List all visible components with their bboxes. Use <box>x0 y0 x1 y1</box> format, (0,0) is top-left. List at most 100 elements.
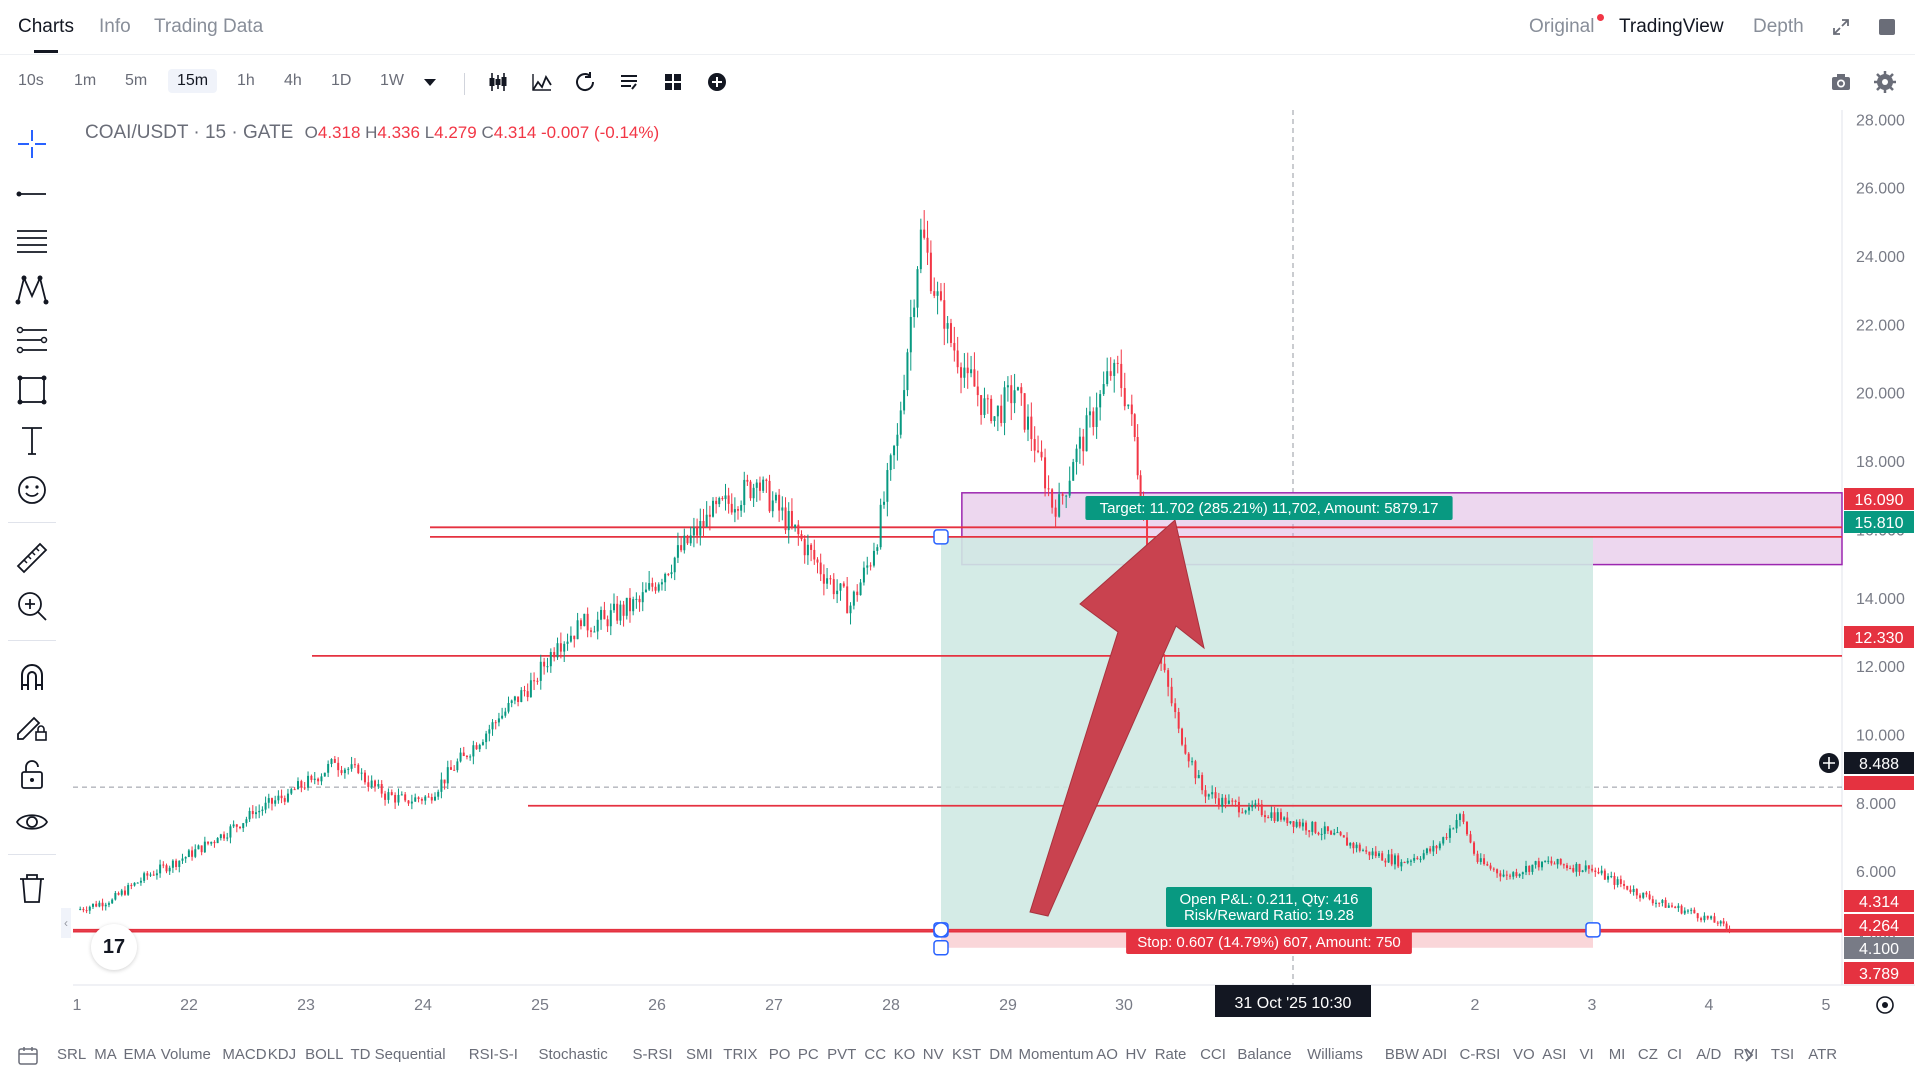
timeframe-4h[interactable]: 4h <box>284 72 302 89</box>
indicator-a-d[interactable]: A/D <box>1696 1046 1722 1063</box>
indicator-momentum[interactable]: Momentum <box>1018 1046 1094 1063</box>
indicator-s-rsi[interactable]: S-RSI <box>632 1046 673 1063</box>
tab-charts[interactable]: Charts <box>18 16 74 37</box>
lock-icon[interactable] <box>14 756 50 792</box>
indicator-ema[interactable]: EMA <box>123 1046 157 1063</box>
candle-body <box>1458 814 1461 821</box>
indicators-icon[interactable] <box>530 70 554 94</box>
ruler-icon[interactable] <box>14 540 50 576</box>
indicator-pc[interactable]: PC <box>797 1046 819 1063</box>
indicator-atr[interactable]: ATR <box>1808 1046 1838 1063</box>
arrow-drawing[interactable] <box>1029 519 1205 917</box>
candle-type-icon[interactable] <box>486 70 510 94</box>
indicator-pvt[interactable]: PVT <box>827 1046 857 1063</box>
indicator-boll[interactable]: BOLL <box>305 1046 344 1063</box>
fib-icon[interactable] <box>14 224 50 260</box>
tab-tradingview[interactable]: TradingView <box>1619 16 1724 37</box>
indicator-rate[interactable]: Rate <box>1154 1046 1187 1063</box>
indicator-tsi[interactable]: TSI <box>1770 1046 1795 1063</box>
timeframe-1m[interactable]: 1m <box>74 72 97 89</box>
indicator-c-rsi[interactable]: C-RSI <box>1459 1046 1501 1063</box>
calendar-icon[interactable] <box>18 1047 38 1065</box>
shapes-icon[interactable] <box>14 372 50 408</box>
indicator-macd[interactable]: MACD <box>222 1046 267 1063</box>
tab-depth[interactable]: Depth <box>1753 16 1804 37</box>
position-handle[interactable] <box>1585 922 1601 938</box>
indicator-trix[interactable]: TRIX <box>723 1046 758 1063</box>
zoom-icon[interactable] <box>14 588 50 624</box>
templates-icon[interactable] <box>617 70 641 94</box>
layout-icon[interactable] <box>661 70 685 94</box>
candle-body <box>1248 807 1250 811</box>
tab-info[interactable]: Info <box>99 16 131 37</box>
timeframe-15m[interactable]: 15m <box>168 69 218 93</box>
text-icon[interactable] <box>14 422 50 458</box>
indicator-balance[interactable]: Balance <box>1237 1046 1292 1063</box>
settings-icon[interactable] <box>1873 70 1897 94</box>
indicator-asi[interactable]: ASI <box>1542 1046 1567 1063</box>
indicator-nv[interactable]: NV <box>922 1046 944 1063</box>
timeframe-5m[interactable]: 5m <box>125 72 148 89</box>
indicator-srl[interactable]: SRL <box>57 1046 87 1063</box>
indicator-bbw[interactable]: BBW <box>1384 1046 1420 1063</box>
candle-body <box>1301 822 1304 827</box>
indicator-adi[interactable]: ADI <box>1422 1046 1448 1063</box>
indicator-vi[interactable]: VI <box>1579 1046 1594 1063</box>
candle-body <box>933 291 936 296</box>
emoji-icon[interactable] <box>14 472 50 508</box>
axis-settings-icon[interactable] <box>1876 996 1894 1014</box>
indicator-smi[interactable]: SMI <box>686 1046 713 1063</box>
price-badge <box>1844 626 1914 648</box>
crosshair-icon[interactable] <box>14 126 50 162</box>
price-chart[interactable]: 28.00026.00024.00022.00020.00018.00016.0… <box>0 0 1915 1040</box>
indicator-rsi-s-i[interactable]: RSI-S-I <box>468 1046 518 1063</box>
candle-body <box>114 893 117 900</box>
pattern-icon[interactable] <box>14 272 50 308</box>
timeframe-1d[interactable]: 1D <box>331 72 352 89</box>
indicator-cc[interactable]: CC <box>864 1046 887 1063</box>
camera-icon[interactable] <box>1829 70 1853 94</box>
profit-zone[interactable] <box>941 536 1593 930</box>
indicator-td-sequential[interactable]: TD Sequential <box>350 1046 446 1063</box>
indicator-cz[interactable]: CZ <box>1637 1046 1658 1063</box>
candle-body <box>155 873 158 876</box>
forecast-icon[interactable] <box>14 322 50 358</box>
indicator-williams[interactable]: Williams <box>1307 1046 1363 1063</box>
symbol-label[interactable]: COAI/USDT · 15 · GATE <box>85 122 294 143</box>
tab-original[interactable]: Original <box>1529 16 1595 37</box>
replay-icon[interactable] <box>573 70 597 94</box>
timeframe-1w[interactable]: 1W <box>380 72 404 89</box>
indicator-kst[interactable]: KST <box>952 1046 982 1063</box>
magnet-icon[interactable] <box>14 658 50 694</box>
position-handle[interactable] <box>933 940 949 956</box>
chevron-down-icon[interactable] <box>423 78 437 88</box>
timeframe-1h[interactable]: 1h <box>237 72 255 89</box>
indicator-vo[interactable]: VO <box>1513 1046 1535 1063</box>
indicator-dm[interactable]: DM <box>989 1046 1013 1063</box>
expand-icon[interactable] <box>1831 17 1851 37</box>
timeframe-10s[interactable]: 10s <box>18 72 44 89</box>
indicator-volume[interactable]: Volume <box>160 1046 211 1063</box>
collapse-toolbar-arrow[interactable]: ‹ <box>61 908 71 938</box>
eye-icon[interactable] <box>14 804 50 840</box>
indicator-hv[interactable]: HV <box>1125 1046 1147 1063</box>
entry-handle[interactable] <box>933 922 949 938</box>
indicator-cci[interactable]: CCI <box>1200 1046 1226 1063</box>
tab-trading-data[interactable]: Trading Data <box>154 16 264 37</box>
chevron-right-icon[interactable] <box>1744 1048 1754 1062</box>
trash-icon[interactable] <box>14 870 50 906</box>
indicator-ao[interactable]: AO <box>1096 1046 1118 1063</box>
indicator-ma[interactable]: MA <box>94 1046 117 1063</box>
indicator-ci[interactable]: CI <box>1667 1046 1683 1063</box>
indicator-po[interactable]: PO <box>768 1046 791 1063</box>
indicator-ko[interactable]: KO <box>893 1046 916 1063</box>
window-icon[interactable] <box>1877 17 1897 37</box>
indicator-stochastic[interactable]: Stochastic <box>538 1046 608 1063</box>
position-handle[interactable] <box>933 529 949 545</box>
indicator-mi[interactable]: MI <box>1608 1046 1626 1063</box>
indicator-kdj[interactable]: KDJ <box>267 1046 297 1063</box>
lock-draw-icon[interactable] <box>14 708 50 744</box>
add-icon[interactable] <box>705 70 729 94</box>
indicator-rvi[interactable]: RVI <box>1733 1046 1759 1063</box>
trend-line-icon[interactable] <box>14 176 50 212</box>
